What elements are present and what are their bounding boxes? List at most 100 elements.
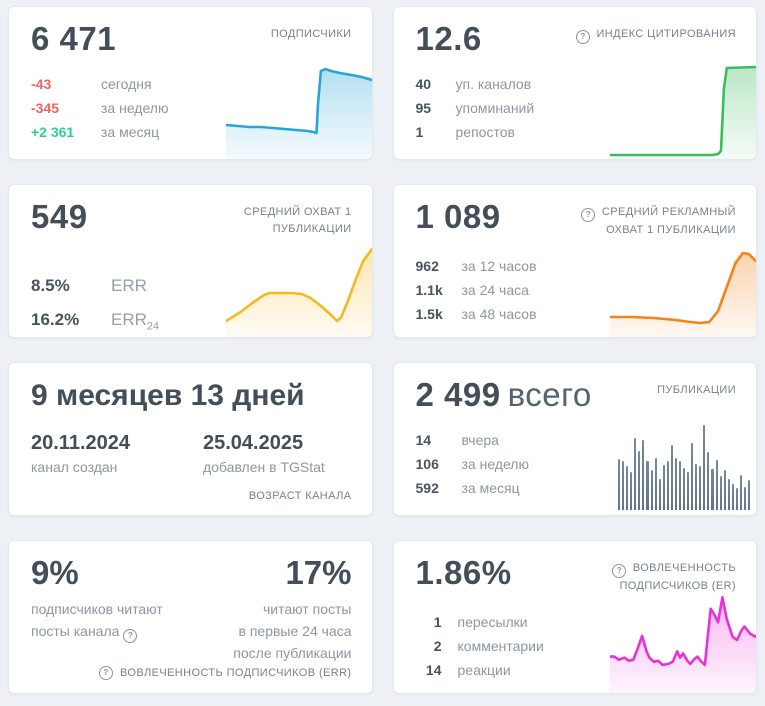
average-ad-reach-header: ? СРЕДНИЙ РЕКЛАМНЫЙ ОХВАТ 1 ПУБЛИКАЦИИ [541, 199, 736, 239]
stat-value: 14 [415, 432, 432, 449]
channel-age-footer: ВОЗРАСТ КАНАЛА [248, 490, 352, 502]
er-value: 1.86% [415, 554, 512, 591]
stat-reactions: 14 реакции [416, 658, 737, 682]
publications-stats: 14 вчера 106 за неделю 592 за месяц [416, 428, 737, 500]
stat-label: вчера [461, 432, 499, 449]
subscribers-header: ПОДПИСЧИКИ [270, 28, 352, 40]
citation-index-stats: 40 уп. каналов 95 упоминаний 1 репостов [416, 72, 737, 144]
publication-bar [711, 468, 714, 510]
stat-value: 1 [433, 614, 442, 631]
publication-bar [707, 452, 710, 510]
stat-reposts: 1 репостов [416, 120, 737, 144]
stat-12h: 962 за 12 часов [416, 254, 737, 278]
publication-bar [650, 469, 653, 510]
average-reach-sparkline [225, 237, 372, 337]
channel-age-value: 9 месяцев 13 дней [31, 379, 305, 412]
stat-mentioning-channels: 40 уп. каналов [416, 72, 737, 96]
err-subscribers-value: 9% [31, 554, 79, 591]
channel-age-dates: 20.11.2024 канал создан 25.04.2025 добав… [31, 430, 352, 475]
stat-label: репостов [455, 124, 515, 141]
citation-index-header: ? ИНДЕКС ЦИТИРОВАНИЯ [575, 21, 736, 44]
publication-bar [622, 461, 625, 510]
publications-bar-chart [618, 420, 751, 510]
stat-week: 106 за неделю [416, 452, 737, 476]
er-header: ? ВОВЛЕЧЕННОСТЬ ПОДПИСЧИКОВ (ER) [571, 555, 736, 595]
created-date: 20.11.2024 [31, 431, 130, 454]
publication-bar [743, 486, 746, 510]
average-reach-stats: 8.5% ERR 16.2% ERR24 [31, 272, 352, 337]
card-average-ad-reach: 1 089 ? СРЕДНИЙ РЕКЛАМНЫЙ ОХВАТ 1 ПУБЛИК… [392, 184, 757, 338]
stat-month: +2 361 за месяц [31, 120, 352, 144]
card-average-reach: 549 СРЕДНИЙ ОХВАТ 1 ПУБЛИКАЦИИ 8.5% ERR … [8, 184, 373, 338]
added-date: 25.04.2025 [203, 431, 304, 454]
err-24h-block: 17% читают посты в первые 24 часа после … [233, 554, 352, 664]
stat-value: 1.1k [415, 282, 443, 299]
publication-bar [683, 467, 686, 510]
publication-bar [735, 488, 738, 510]
stat-err: 8.5% ERR [31, 272, 352, 306]
publication-bar [727, 479, 730, 510]
publication-bar [723, 470, 726, 510]
publication-bar [646, 461, 649, 510]
err-subscribers-caption: подписчиков читают посты канала ? [31, 599, 163, 643]
stat-value: 592 [415, 480, 439, 497]
help-icon[interactable]: ? [575, 30, 590, 44]
er-sparkline [610, 589, 756, 693]
help-icon[interactable]: ? [581, 208, 596, 222]
created-label: канал создан [31, 458, 118, 475]
er-stats: 1 пересылки 2 комментарии 14 реакции [416, 610, 737, 682]
help-icon[interactable]: ? [99, 666, 114, 680]
publication-bar [699, 465, 702, 510]
publication-bar [626, 465, 629, 510]
stat-yesterday: 14 вчера [416, 428, 737, 452]
stat-label: за 48 часов [461, 306, 537, 323]
publication-bar [658, 479, 661, 510]
publications-header: ПУБЛИКАЦИИ [657, 384, 736, 396]
publication-bar [630, 472, 633, 510]
stat-forwards: 1 пересылки [416, 610, 737, 634]
publication-bar [678, 461, 681, 510]
average-reach-value: 549 [31, 198, 88, 235]
stat-24h: 1.1k за 24 часа [416, 278, 737, 302]
subscribers-sparkline [225, 59, 372, 159]
help-icon[interactable]: ? [123, 628, 138, 643]
average-ad-reach-value: 1 089 [415, 198, 501, 235]
stat-value: 1.5k [415, 306, 443, 323]
stat-48h: 1.5k за 48 часов [416, 302, 737, 326]
stat-label: уп. каналов [455, 76, 532, 93]
publication-bar [638, 450, 641, 510]
publication-bar [731, 483, 734, 510]
stat-label: за месяц [101, 124, 160, 141]
stat-value: 962 [415, 258, 439, 275]
publications-value: 2 499 всего [415, 376, 592, 413]
stat-label: ERR [111, 276, 147, 296]
channel-added: 25.04.2025 добавлен в TGStat [203, 430, 372, 475]
publication-bar [695, 464, 698, 510]
help-icon[interactable]: ? [612, 564, 627, 578]
average-ad-reach-sparkline [610, 237, 756, 337]
subscribers-value: 6 471 [31, 20, 117, 57]
stat-err24: 16.2% ERR24 [31, 306, 352, 337]
stat-value: -345 [31, 100, 60, 117]
card-publications: 2 499 всего ПУБЛИКАЦИИ 14 вчера 106 за не… [392, 362, 757, 516]
stat-value: 14 [425, 662, 442, 679]
stat-label: за 24 часа [461, 282, 529, 299]
stat-label: сегодня [101, 76, 152, 93]
stat-label: пересылки [457, 614, 528, 631]
publication-bar [703, 424, 706, 510]
stat-label: реакции [457, 662, 511, 679]
channel-created: 20.11.2024 канал создан [31, 430, 203, 475]
stat-value: 8.5% [31, 276, 70, 296]
err-footer: ? ВОВЛЕЧЕННОСТЬ ПОДПИСЧИКОВ (ERR) [99, 666, 351, 680]
err-24h-value: 17% [285, 554, 352, 591]
stat-month: 592 за месяц [416, 476, 737, 500]
citation-index-sparkline [610, 59, 756, 159]
publication-bar [719, 475, 722, 510]
stat-label: упоминаний [455, 100, 535, 117]
stat-label: за месяц [461, 480, 520, 497]
citation-index-value: 12.6 [415, 20, 482, 57]
card-er: 1.86% ? ВОВЛЕЧЕННОСТЬ ПОДПИСЧИКОВ (ER) 1… [392, 540, 757, 694]
subscribers-stats: -43 сегодня -345 за неделю +2 361 за мес… [31, 72, 352, 144]
added-label: добавлен в TGStat [203, 458, 325, 475]
